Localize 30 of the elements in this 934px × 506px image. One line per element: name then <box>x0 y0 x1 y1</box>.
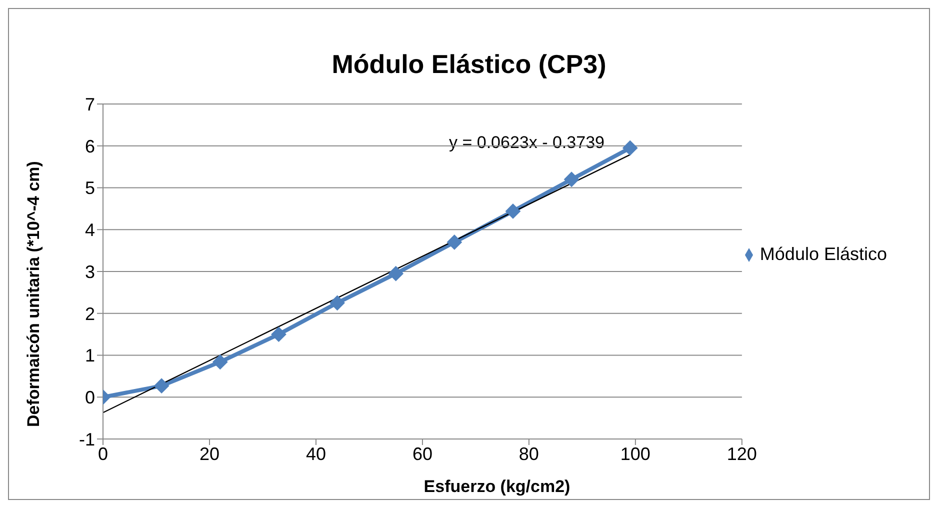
point <box>271 326 286 342</box>
x-tick-label: 20 <box>199 444 220 464</box>
x-tick-label: 0 <box>98 444 108 464</box>
legend-label: Módulo Elástico <box>760 244 887 264</box>
chart-title: Módulo Elástico (CP3) <box>330 49 608 80</box>
x-tick-label: 120 <box>726 444 757 464</box>
y-tick-label: -1 <box>78 429 95 450</box>
point <box>154 378 170 394</box>
y-tick-label: 1 <box>84 346 95 366</box>
x-tick-label: 40 <box>306 444 326 464</box>
y-tick-label: 4 <box>84 220 95 240</box>
point <box>446 234 462 250</box>
point <box>622 140 638 156</box>
y-tick-label: 2 <box>84 304 95 324</box>
y-axis-title: Deformaicón unitaria (*10^-4 cm) <box>24 161 44 427</box>
point <box>212 354 228 370</box>
point <box>330 295 345 310</box>
point <box>505 204 520 219</box>
y-tick-label: 7 <box>84 94 95 114</box>
x-axis-title: Esfuerzo (kg/cm2) <box>422 477 572 497</box>
y-tick-label: 3 <box>84 262 95 282</box>
annotation: y = 0.0623x - 0.3739 <box>449 133 604 153</box>
x-tick-label: 100 <box>620 444 650 464</box>
y-tick-label: 6 <box>84 136 95 156</box>
x-tick-label: 80 <box>518 444 539 464</box>
point <box>564 172 580 187</box>
y-tick-label: 5 <box>84 178 95 198</box>
x-tick-label: 60 <box>412 444 432 464</box>
point <box>388 266 404 282</box>
y-tick-label: 0 <box>84 388 95 408</box>
